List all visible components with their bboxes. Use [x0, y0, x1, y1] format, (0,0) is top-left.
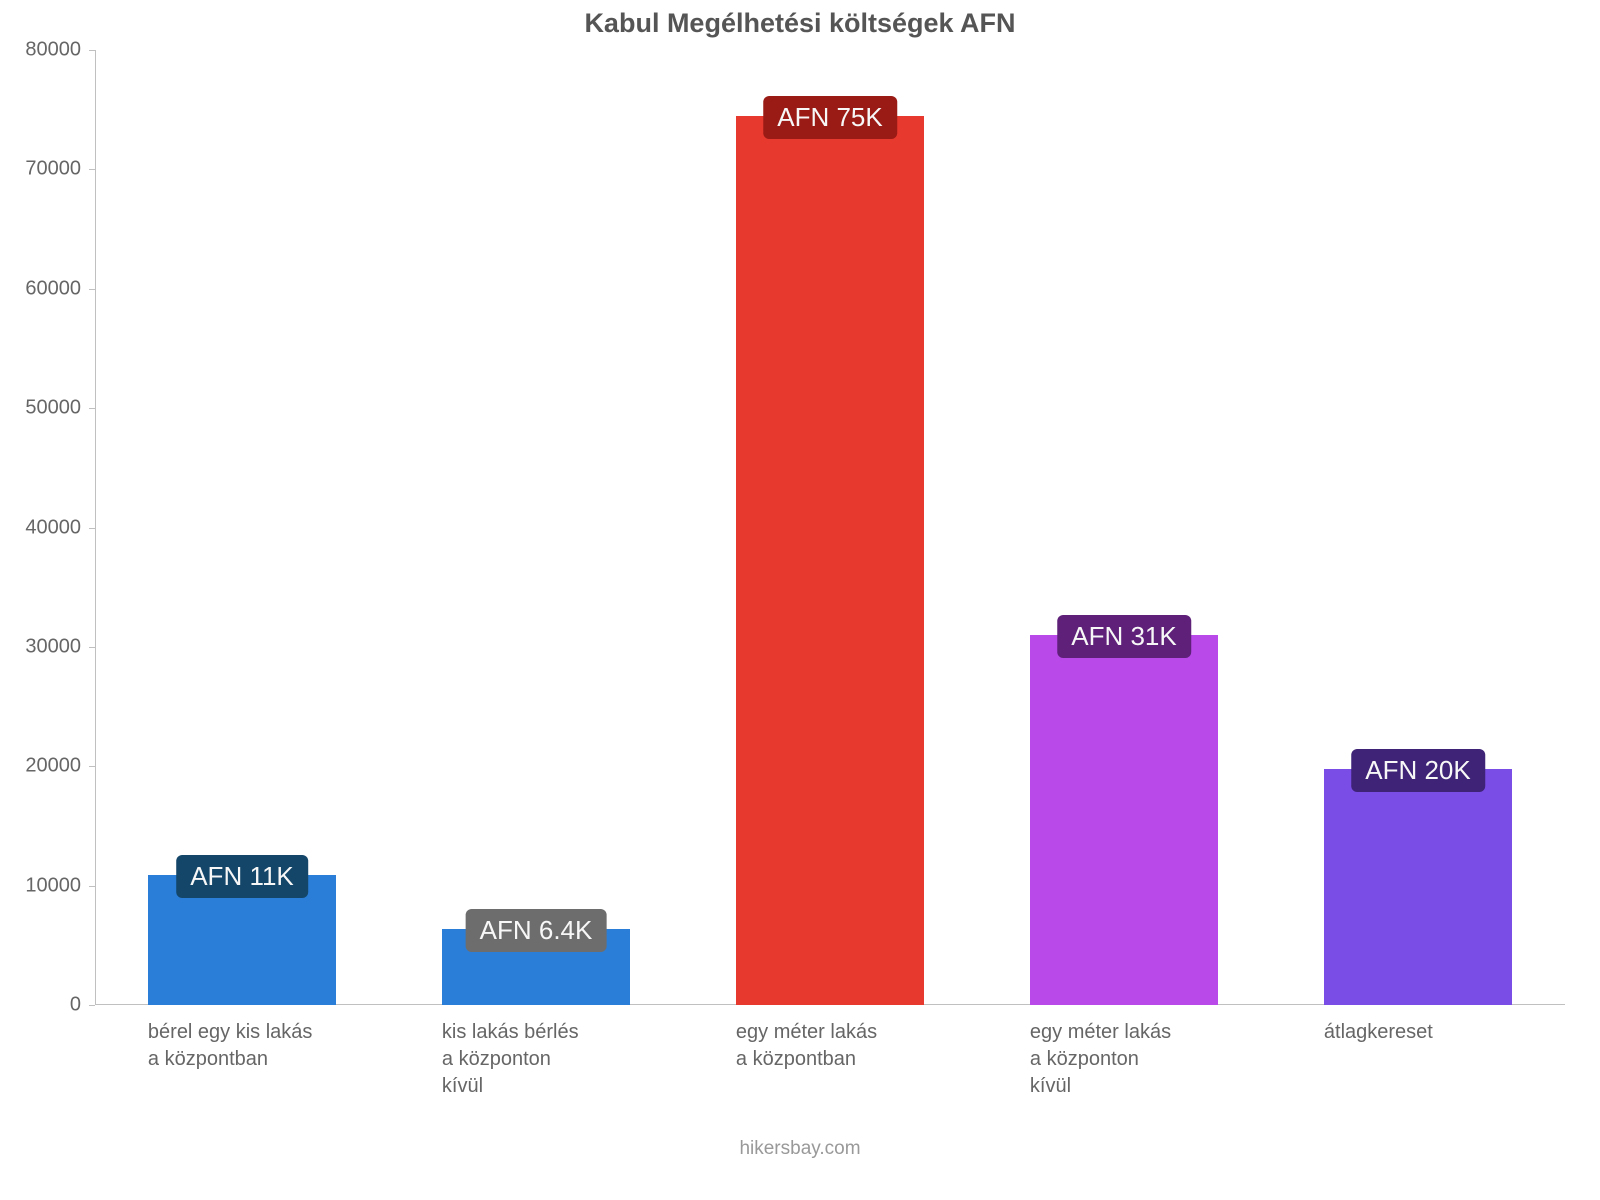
x-category-label: kis lakás bérlés a központon kívül [442, 1019, 630, 1100]
y-axis-line [95, 50, 96, 1005]
y-tick-label: 30000 [0, 635, 81, 658]
y-tick-label: 80000 [0, 39, 81, 62]
x-category-label: bérel egy kis lakás a központban [148, 1019, 336, 1073]
bar [1324, 769, 1512, 1005]
y-tick [89, 289, 95, 290]
bar-value-badge: AFN 31K [1057, 615, 1191, 658]
bar [1030, 635, 1218, 1005]
y-tick [89, 408, 95, 409]
y-tick-label: 0 [0, 994, 81, 1017]
y-tick-label: 10000 [0, 874, 81, 897]
chart-container: Kabul Megélhetési költségek AFN AFN 11KA… [0, 0, 1600, 1200]
y-tick [89, 528, 95, 529]
y-tick [89, 886, 95, 887]
plot-area: AFN 11K AFN 6.4K AFN 75K AFN 31K AFN 20K [95, 50, 1565, 1005]
y-tick [89, 647, 95, 648]
y-tick-label: 50000 [0, 397, 81, 420]
bar-value-badge: AFN 11K [176, 855, 308, 898]
y-tick-label: 70000 [0, 158, 81, 181]
bar-value-badge: AFN 20K [1351, 749, 1485, 792]
y-tick [89, 1005, 95, 1006]
x-category-label: egy méter lakás a központon kívül [1030, 1019, 1218, 1100]
bar [736, 116, 924, 1005]
y-tick-label: 60000 [0, 277, 81, 300]
y-tick-label: 20000 [0, 755, 81, 778]
bar-value-badge: AFN 75K [763, 96, 897, 139]
x-category-label: egy méter lakás a központban [736, 1019, 924, 1073]
bar-value-badge: AFN 6.4K [466, 909, 607, 952]
chart-footer: hikersbay.com [0, 1138, 1600, 1160]
y-tick [89, 766, 95, 767]
y-tick-label: 40000 [0, 516, 81, 539]
y-tick [89, 169, 95, 170]
x-category-label: átlagkereset [1324, 1019, 1512, 1046]
y-tick [89, 50, 95, 51]
chart-title: Kabul Megélhetési költségek AFN [0, 8, 1600, 39]
